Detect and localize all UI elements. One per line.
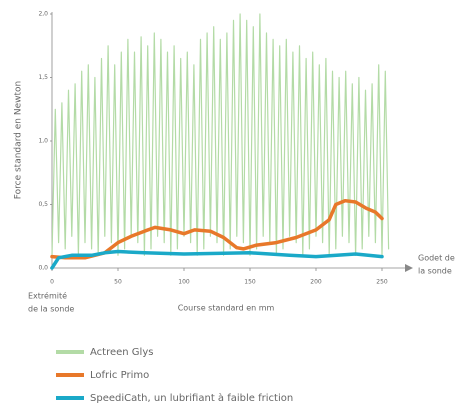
x-tick-label: 50 xyxy=(114,279,122,286)
annotation: Extrémité xyxy=(28,291,67,301)
y-tick-label: 0,5 xyxy=(38,201,48,208)
annotation: la sonde xyxy=(418,267,452,276)
y-axis-label: Force standard en Newton xyxy=(14,81,24,199)
series-line xyxy=(50,249,384,270)
legend-label: SpeediCath, un lubrifiant à faible frict… xyxy=(90,392,293,404)
x-tick-label: 150 xyxy=(244,279,256,286)
y-tick-label: 0,0 xyxy=(38,265,48,272)
x-tick-label: 100 xyxy=(178,279,190,286)
legend-label: Lofric Primo xyxy=(90,370,149,381)
x-tick-label: 200 xyxy=(310,279,322,286)
annotation: de la sonde xyxy=(28,305,74,314)
legend-label: Actreen Glys xyxy=(90,347,153,358)
axis-arrow xyxy=(405,264,413,272)
y-tick-label: 2,0 xyxy=(38,11,48,18)
y-tick-label: 1,5 xyxy=(38,74,48,81)
x-axis-label: Course standard en mm xyxy=(178,304,275,313)
y-tick-label: 1,0 xyxy=(38,138,48,145)
annotation: Godet de xyxy=(418,254,455,263)
series-line xyxy=(51,13,390,256)
x-tick-label: 250 xyxy=(376,279,388,286)
series-line xyxy=(50,198,384,260)
x-tick-label: 0 xyxy=(50,279,54,286)
